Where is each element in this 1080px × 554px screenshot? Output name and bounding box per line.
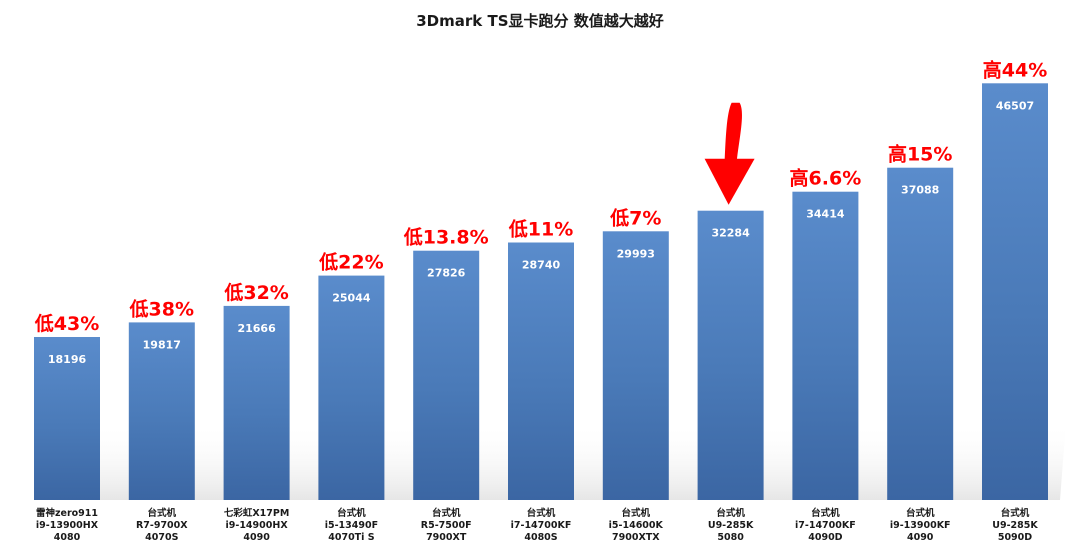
bar-value-label: 18196 bbox=[48, 353, 87, 366]
bar bbox=[34, 337, 100, 500]
bar bbox=[223, 305, 290, 500]
category-tick-label: i5-13490F bbox=[325, 520, 378, 531]
bar-annotation: 低43% bbox=[34, 312, 99, 335]
bar-annotation: 高6.6% bbox=[790, 167, 862, 190]
category-tick-label: U9-285K bbox=[708, 520, 754, 531]
category-tick-label: 台式机 bbox=[906, 507, 935, 519]
category-tick-label: 台式机 bbox=[337, 507, 366, 519]
category-tick-label: i9-14900HX bbox=[226, 520, 289, 531]
bar bbox=[128, 322, 195, 500]
highlight-arrow-icon bbox=[704, 102, 755, 205]
category-tick-label: 台式机 bbox=[432, 507, 461, 519]
annotations-layer: 低43% 低38% 低32% 低22% 低13.8% 低11% 低7% 高6.6% 高15% 高4… bbox=[34, 58, 1047, 335]
category-tick-label: i7-14700KF bbox=[795, 520, 856, 531]
bar-annotation: 高15% bbox=[888, 143, 952, 166]
category-tick-label: i7-14700KF bbox=[511, 520, 572, 531]
bar bbox=[508, 242, 574, 500]
bar-annotation: 低22% bbox=[318, 251, 383, 274]
category-tick-label: 4070S bbox=[145, 532, 178, 543]
category-tick-label: 台式机 bbox=[811, 507, 840, 519]
bar-annotation: 低32% bbox=[223, 281, 288, 304]
category-tick-label: 七彩虹X17PM bbox=[224, 507, 289, 519]
bar-value-label: 21666 bbox=[237, 322, 276, 335]
category-tick-label: 台式机 bbox=[148, 507, 177, 519]
category-tick-label: 台式机 bbox=[716, 507, 745, 519]
category-tick-label: 5080 bbox=[717, 532, 744, 543]
category-tick-label: 4080S bbox=[524, 532, 557, 543]
bar-annotation: 高44% bbox=[983, 58, 1047, 81]
category-tick-label: 4070Ti S bbox=[328, 532, 374, 543]
bar-annotation: 低7% bbox=[609, 206, 661, 229]
bar bbox=[982, 83, 1048, 501]
category-labels-layer: 雷神zero911i9-13900HX4080台式机R7-9700X4070S七… bbox=[36, 507, 1038, 543]
category-tick-label: i9-13900KF bbox=[890, 520, 951, 531]
bar-value-label: 25044 bbox=[332, 292, 371, 305]
bar-annotation: 低13.8% bbox=[403, 226, 489, 249]
value-labels-layer: 18196 19817 21666 25044 27826 28740 29993 32284… bbox=[48, 99, 1034, 366]
bar-value-label: 37088 bbox=[901, 184, 939, 197]
bar-value-label: 27826 bbox=[427, 267, 466, 280]
bar bbox=[792, 191, 859, 500]
category-tick-label: i5-14600K bbox=[609, 520, 664, 531]
category-tick-label: 4080 bbox=[54, 532, 81, 543]
category-tick-label: 7900XT bbox=[426, 532, 467, 543]
category-tick-label: 雷神zero911 bbox=[36, 507, 98, 519]
bar-value-label: 28740 bbox=[522, 259, 561, 272]
bar-value-label: 29993 bbox=[617, 247, 655, 260]
category-tick-label: R5-7500F bbox=[421, 520, 472, 531]
bar bbox=[318, 275, 385, 500]
chart-title: 3Dmark TS显卡跑分 数值越大越好 bbox=[416, 12, 664, 30]
category-tick-label: i9-13900HX bbox=[36, 520, 99, 531]
category-tick-label: 4090 bbox=[243, 532, 270, 543]
category-tick-label: 7900XTX bbox=[612, 532, 660, 543]
category-tick-label: 台式机 bbox=[1001, 507, 1030, 519]
category-tick-label: 4090 bbox=[907, 532, 934, 543]
bar bbox=[887, 167, 954, 500]
bars-layer bbox=[34, 83, 1048, 501]
highlight-arrow-layer bbox=[704, 102, 755, 205]
category-tick-label: 台式机 bbox=[527, 507, 556, 519]
bar-annotation: 低38% bbox=[129, 297, 194, 320]
category-tick-label: 5090D bbox=[998, 532, 1032, 543]
category-tick-label: 台式机 bbox=[622, 507, 651, 519]
category-tick-label: U9-285K bbox=[992, 520, 1038, 531]
category-tick-label: 4090D bbox=[808, 532, 842, 543]
bar-value-label: 46507 bbox=[996, 99, 1034, 112]
bar-annotation: 低11% bbox=[508, 218, 573, 241]
bar-value-label: 32284 bbox=[711, 227, 750, 240]
bar-value-label: 34414 bbox=[806, 208, 845, 221]
bar bbox=[602, 231, 669, 501]
bar-value-label: 19817 bbox=[143, 338, 181, 351]
bar bbox=[697, 210, 764, 500]
bar bbox=[413, 250, 480, 500]
category-tick-label: R7-9700X bbox=[136, 520, 188, 531]
